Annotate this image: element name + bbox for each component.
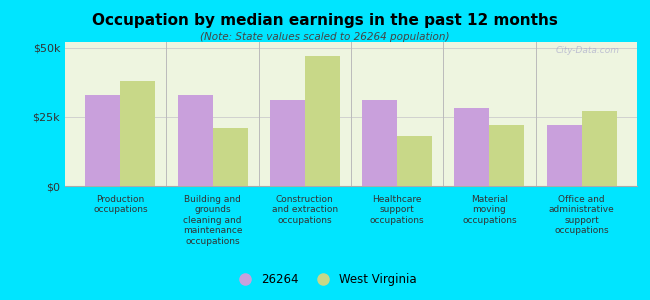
Text: Office and
administrative
support
occupations: Office and administrative support occupa… [549, 195, 614, 235]
Bar [177, 94, 213, 186]
Text: Production
occupations: Production occupations [93, 195, 148, 214]
Text: Healthcare
support
occupations: Healthcare support occupations [370, 195, 424, 225]
Bar [397, 136, 432, 186]
Text: Building and
grounds
cleaning and
maintenance
occupations: Building and grounds cleaning and mainte… [183, 195, 242, 246]
Bar [362, 100, 397, 186]
Text: Construction
and extraction
occupations: Construction and extraction occupations [272, 195, 338, 225]
Bar [489, 125, 525, 186]
Bar [270, 100, 305, 186]
Text: Material
moving
occupations: Material moving occupations [462, 195, 517, 225]
Bar [582, 111, 617, 186]
Bar [120, 81, 155, 186]
Text: City-Data.com: City-Data.com [556, 46, 620, 55]
Bar [85, 94, 120, 186]
Bar [547, 125, 582, 186]
Bar [213, 128, 248, 186]
Legend: 26264, West Virginia: 26264, West Virginia [229, 269, 421, 291]
Text: (Note: State values scaled to 26264 population): (Note: State values scaled to 26264 popu… [200, 32, 450, 41]
Text: Occupation by median earnings in the past 12 months: Occupation by median earnings in the pas… [92, 14, 558, 28]
Bar [305, 56, 340, 186]
Bar [454, 109, 489, 186]
